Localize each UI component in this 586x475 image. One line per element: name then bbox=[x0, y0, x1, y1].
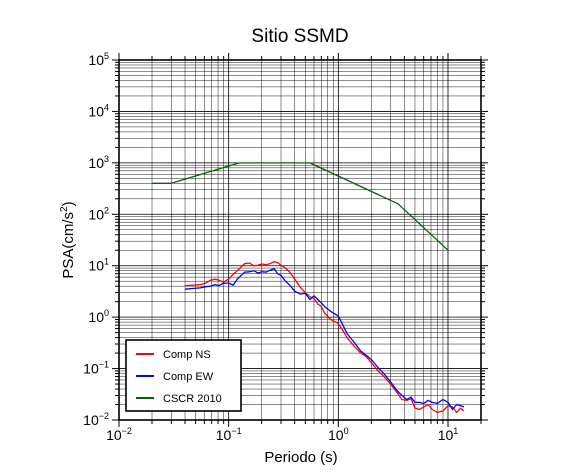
y-tick-label: 103 bbox=[88, 154, 109, 171]
y-axis-label-close: ) bbox=[60, 201, 77, 206]
y-tick-label: 105 bbox=[88, 51, 109, 68]
legend-label-3: CSCR 2010 bbox=[163, 393, 222, 405]
plot-frame bbox=[118, 59, 482, 421]
legend-label-2: Comp EW bbox=[163, 371, 214, 383]
x-tick-label: 100 bbox=[328, 426, 349, 443]
x-tick-label: 10−2 bbox=[106, 426, 132, 443]
y-tick-label: 101 bbox=[88, 257, 109, 274]
tick-marks bbox=[112, 53, 488, 427]
series-line-3 bbox=[152, 162, 449, 251]
y-tick-labels: 10−2 10−1 100 101 102 103 104 105 bbox=[83, 51, 109, 428]
y-tick-label: 102 bbox=[88, 205, 109, 222]
y-axis-label: PSA(cm/s2) bbox=[59, 201, 77, 278]
y-tick-label: 104 bbox=[88, 102, 109, 119]
x-axis-label: Periodo (s) bbox=[264, 449, 337, 466]
chart-title: Sitio SSMD bbox=[251, 26, 348, 47]
y-axis-label-sup: 2 bbox=[59, 206, 70, 212]
x-tick-label: 10−1 bbox=[216, 426, 242, 443]
y-axis-label-base: PSA(cm/s bbox=[60, 212, 77, 279]
y-tick-label: 100 bbox=[88, 308, 109, 325]
legend-label-1: Comp NS bbox=[163, 349, 211, 361]
series-group bbox=[152, 162, 465, 414]
series-line-2 bbox=[184, 268, 465, 411]
x-tick-label: 101 bbox=[438, 426, 459, 443]
legend: Comp NS Comp EW CSCR 2010 bbox=[125, 339, 242, 412]
y-tick-label: 10−1 bbox=[83, 360, 109, 377]
series-line-1 bbox=[184, 260, 465, 414]
x-tick-labels: 10−2 10−1 100 101 bbox=[106, 426, 458, 443]
y-tick-label: 10−2 bbox=[83, 411, 109, 428]
